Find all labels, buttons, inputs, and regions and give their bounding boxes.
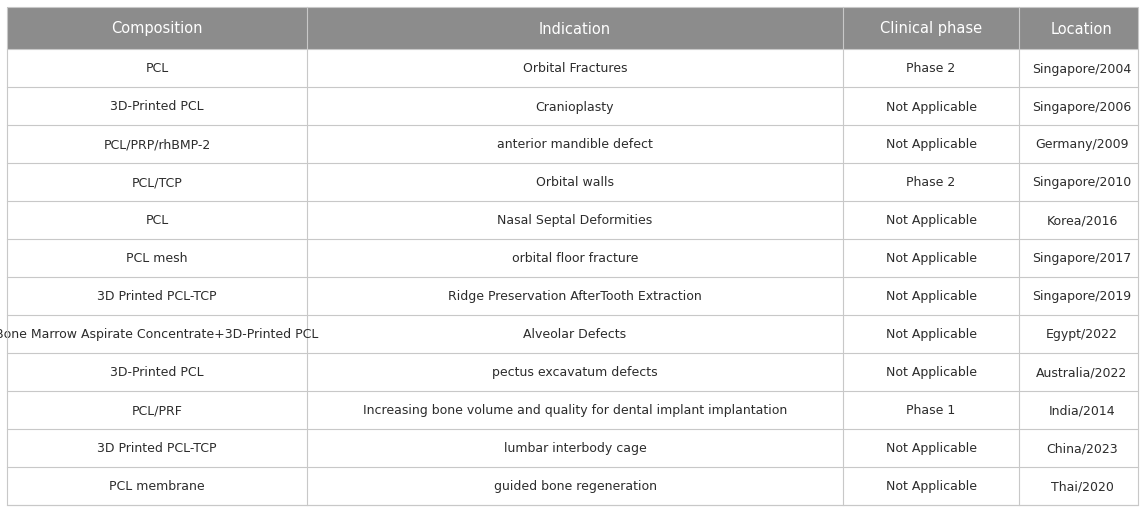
Text: pectus excavatum defects: pectus excavatum defects xyxy=(492,366,658,379)
Text: Singapore/2006: Singapore/2006 xyxy=(1033,100,1131,114)
Text: Orbital walls: Orbital walls xyxy=(536,176,614,189)
Text: Alveolar Defects: Alveolar Defects xyxy=(523,328,626,341)
Text: Australia/2022: Australia/2022 xyxy=(1036,366,1128,379)
Text: Location: Location xyxy=(1051,21,1113,37)
Text: guided bone regeneration: guided bone regeneration xyxy=(493,479,656,493)
Text: Clinical phase: Clinical phase xyxy=(881,21,982,37)
Text: Germany/2009: Germany/2009 xyxy=(1035,138,1129,151)
Text: PCL/PRF: PCL/PRF xyxy=(132,404,182,417)
Text: 3D-Printed PCL: 3D-Printed PCL xyxy=(110,100,204,114)
Text: Not Applicable: Not Applicable xyxy=(885,252,977,265)
Text: PCL: PCL xyxy=(145,63,168,75)
Text: Thai/2020: Thai/2020 xyxy=(1051,479,1113,493)
Text: Not Applicable: Not Applicable xyxy=(885,138,977,151)
Text: PCL mesh: PCL mesh xyxy=(126,252,188,265)
Text: Ridge Preservation AfterTooth Extraction: Ridge Preservation AfterTooth Extraction xyxy=(448,290,702,303)
Text: Not Applicable: Not Applicable xyxy=(885,214,977,227)
Text: Phase 2: Phase 2 xyxy=(907,176,956,189)
Text: lumbar interbody cage: lumbar interbody cage xyxy=(504,442,647,455)
Text: Singapore/2004: Singapore/2004 xyxy=(1033,63,1131,75)
Text: Phase 2: Phase 2 xyxy=(907,63,956,75)
Text: Phase 1: Phase 1 xyxy=(907,404,956,417)
Text: Singapore/2019: Singapore/2019 xyxy=(1033,290,1131,303)
Text: Not Applicable: Not Applicable xyxy=(885,290,977,303)
Text: Singapore/2010: Singapore/2010 xyxy=(1033,176,1131,189)
Text: Singapore/2017: Singapore/2017 xyxy=(1033,252,1131,265)
Text: Orbital Fractures: Orbital Fractures xyxy=(523,63,627,75)
Text: 3D Printed PCL-TCP: 3D Printed PCL-TCP xyxy=(97,290,216,303)
Bar xyxy=(7,8,1138,50)
Text: PCL membrane: PCL membrane xyxy=(109,479,205,493)
Text: India/2014: India/2014 xyxy=(1049,404,1115,417)
Text: PCL/TCP: PCL/TCP xyxy=(132,176,182,189)
Text: Not Applicable: Not Applicable xyxy=(885,328,977,341)
Text: Nasal Septal Deformities: Nasal Septal Deformities xyxy=(497,214,653,227)
Text: Not Applicable: Not Applicable xyxy=(885,366,977,379)
Text: anterior mandible defect: anterior mandible defect xyxy=(497,138,653,151)
Text: Increasing bone volume and quality for dental implant implantation: Increasing bone volume and quality for d… xyxy=(363,404,787,417)
Text: Not Applicable: Not Applicable xyxy=(885,442,977,455)
Text: Cranioplasty: Cranioplasty xyxy=(536,100,614,114)
Text: Not Applicable: Not Applicable xyxy=(885,479,977,493)
Text: Egypt/2022: Egypt/2022 xyxy=(1047,328,1118,341)
Text: PCL: PCL xyxy=(145,214,168,227)
Text: Korea/2016: Korea/2016 xyxy=(1047,214,1118,227)
Text: 3D-Printed PCL: 3D-Printed PCL xyxy=(110,366,204,379)
Text: Bone Marrow Aspirate Concentrate+3D-Printed PCL: Bone Marrow Aspirate Concentrate+3D-Prin… xyxy=(0,328,318,341)
Text: Composition: Composition xyxy=(111,21,203,37)
Text: PCL/PRP/rhBMP-2: PCL/PRP/rhBMP-2 xyxy=(103,138,211,151)
Text: Not Applicable: Not Applicable xyxy=(885,100,977,114)
Text: 3D Printed PCL-TCP: 3D Printed PCL-TCP xyxy=(97,442,216,455)
Text: China/2023: China/2023 xyxy=(1047,442,1118,455)
Text: Indication: Indication xyxy=(539,21,611,37)
Text: orbital floor fracture: orbital floor fracture xyxy=(512,252,638,265)
